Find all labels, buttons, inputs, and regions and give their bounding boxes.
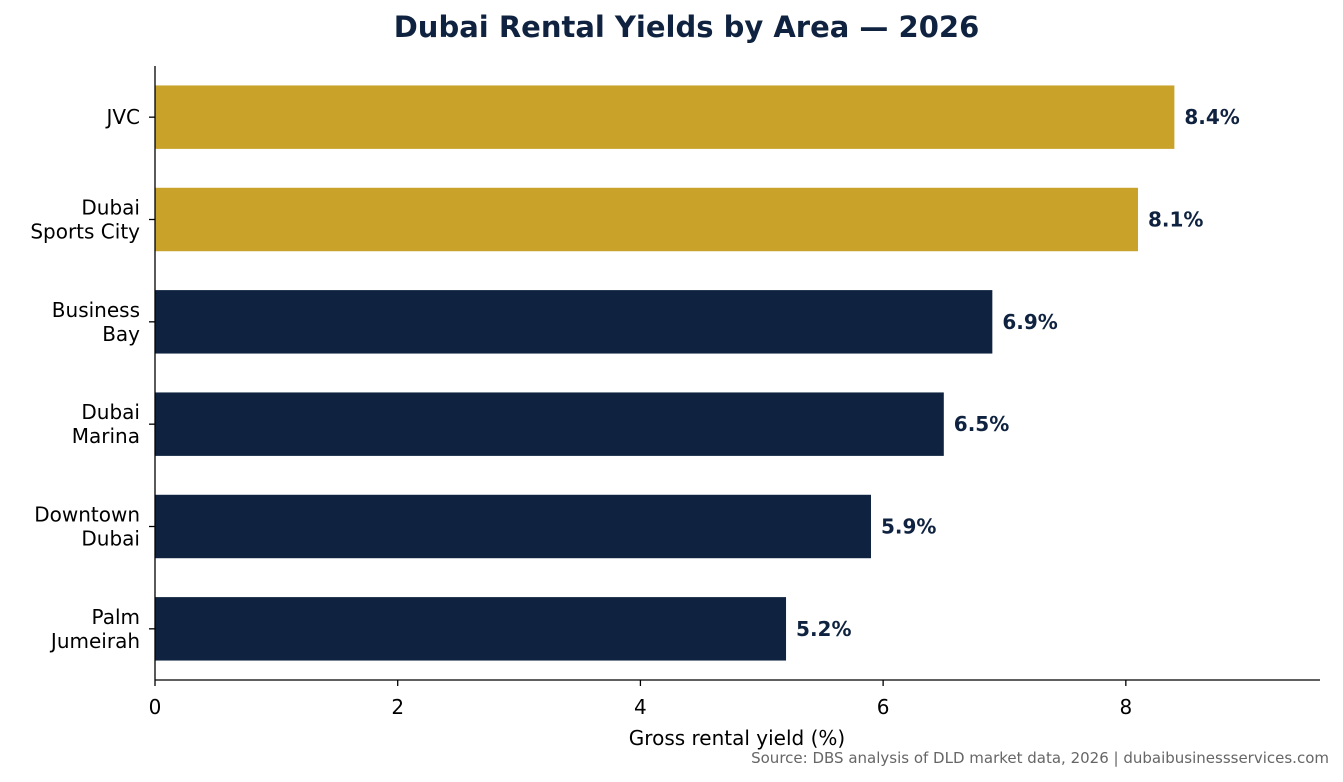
bar	[155, 494, 871, 559]
source-note: Source: DBS analysis of DLD market data,…	[751, 749, 1329, 767]
y-tick-label: Palm Jumeirah	[49, 605, 140, 653]
value-label: 8.4%	[1184, 105, 1239, 129]
value-label: 8.1%	[1148, 208, 1203, 232]
y-tick-label: Business Bay	[52, 298, 140, 346]
y-axis-ticks: JVC Dubai Sports City Business Bay Dubai Marin…	[30, 105, 155, 653]
bar	[155, 597, 787, 661]
chart-title: Dubai Rental Yields by Area — 2026	[393, 10, 980, 44]
x-axis-ticks: 0 2 4 6 8	[149, 680, 1132, 719]
bars-group	[155, 85, 1175, 661]
y-tick-label: JVC	[104, 105, 140, 129]
y-tick-label: Dubai Marina	[72, 400, 140, 448]
x-tick-label: 8	[1119, 695, 1132, 719]
x-tick-label: 6	[877, 695, 890, 719]
bar	[155, 85, 1175, 149]
value-label: 6.5%	[954, 412, 1009, 436]
x-tick-label: 4	[634, 695, 647, 719]
bar	[155, 187, 1138, 252]
value-label: 6.9%	[1002, 310, 1057, 334]
value-label: 5.9%	[881, 515, 936, 539]
value-label: 5.2%	[796, 617, 851, 641]
x-tick-label: 2	[391, 695, 404, 719]
y-tick-label: Dubai Sports City	[30, 196, 140, 244]
x-axis-label: Gross rental yield (%)	[629, 726, 845, 750]
y-tick-label: Downtown Dubai	[34, 503, 140, 551]
bar	[155, 290, 993, 354]
x-tick-label: 0	[149, 695, 162, 719]
bar	[155, 392, 944, 456]
value-labels-group: 8.4% 8.1% 6.9% 6.5% 5.9% 5.2%	[796, 105, 1240, 641]
